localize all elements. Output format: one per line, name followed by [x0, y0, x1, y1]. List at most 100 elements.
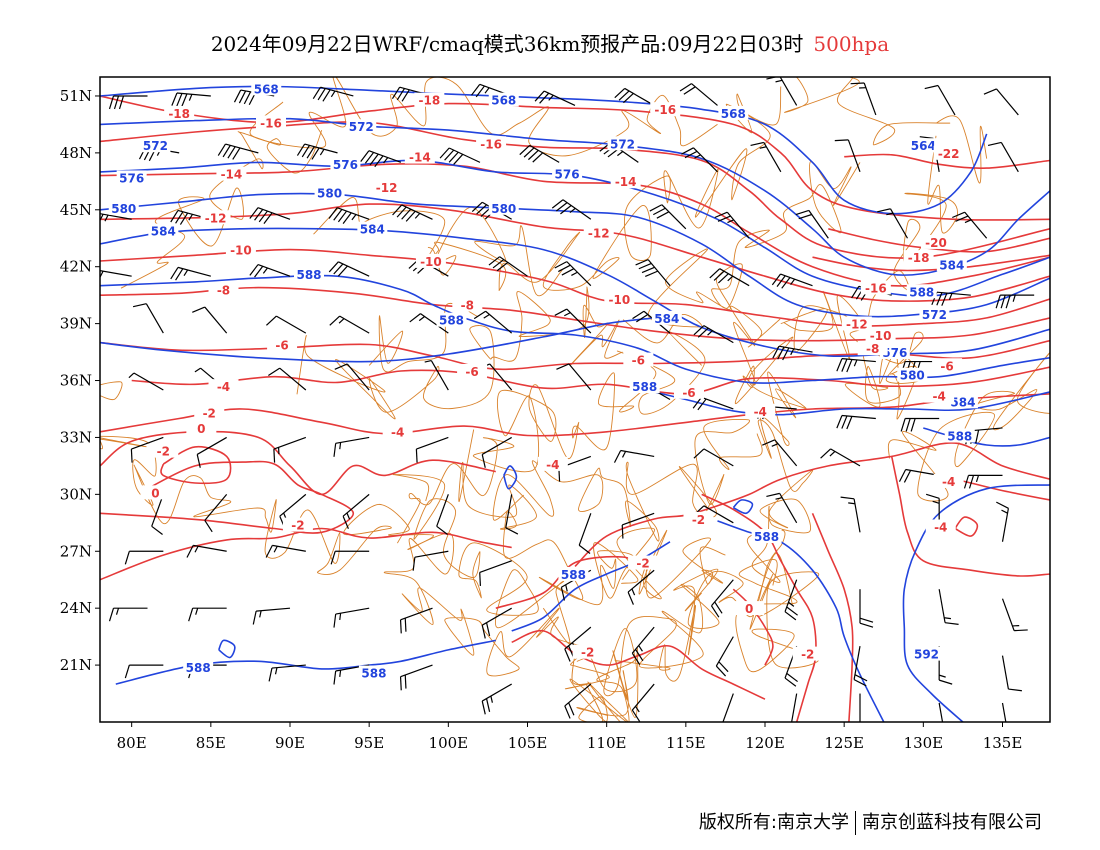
height-contour-label-bg: [906, 284, 937, 299]
height-contours: [100, 85, 1050, 722]
wind-barb: [392, 204, 433, 222]
temp-contour-label: 0: [197, 422, 205, 436]
wind-barb: [924, 84, 956, 116]
wind-barb: [266, 315, 307, 334]
temp-contour-label-bg: [404, 149, 435, 164]
temp-contour-line: [732, 588, 774, 666]
temp-contour-label-bg: [282, 517, 313, 532]
wind-barb: [329, 315, 370, 334]
height-contour-label-bg: [314, 185, 345, 200]
wind-barb: [898, 468, 940, 483]
temp-contour-label-bg: [200, 210, 231, 225]
wind-barb: [631, 626, 655, 665]
temp-contour-label: -2: [291, 519, 304, 533]
height-contour-label-bg: [897, 367, 928, 382]
wind-barb: [132, 303, 164, 334]
temp-contour-label: -10: [230, 244, 252, 258]
height-contour-label: 572: [143, 139, 168, 153]
wind-barb: [551, 199, 592, 220]
temp-contour-line: [100, 393, 1050, 437]
temp-contour-label: -2: [801, 648, 814, 662]
height-contour-label-bg: [936, 257, 967, 272]
wind-barb: [108, 607, 148, 622]
temp-contour-label-bg: [164, 105, 195, 120]
wind-barb: [836, 414, 876, 430]
wind-barb: [635, 259, 671, 287]
wind-barb: [715, 636, 734, 677]
wind-barb: [330, 550, 370, 565]
height-contour-label-bg: [148, 223, 179, 238]
temp-contour-label: -6: [275, 338, 288, 352]
temp-contour-label-bg: [148, 443, 179, 458]
temp-contour-label: -12: [846, 318, 868, 332]
temp-contour-label: -16: [865, 281, 887, 295]
wind-barb: [840, 496, 861, 533]
temp-contour-line: [100, 430, 496, 496]
height-contour-label: 572: [349, 120, 374, 134]
wind-barb: [963, 474, 1003, 489]
temp-contour-label-bg: [414, 92, 445, 107]
height-contour-label: 584: [939, 259, 964, 273]
lat-tick-label: 30N: [60, 485, 92, 503]
temp-contour-label-bg: [734, 601, 765, 616]
temp-contour-label: -18: [418, 94, 440, 108]
temp-contour-label-bg: [650, 102, 681, 117]
wind-barb: [312, 86, 354, 102]
height-contour-line: [732, 499, 754, 515]
wind-barb: [938, 589, 959, 625]
temp-contour-label-bg: [415, 253, 446, 268]
height-contour-label-bg: [357, 221, 388, 236]
height-contour-label-bg: [116, 170, 147, 185]
wind-barb: [473, 310, 513, 334]
temp-contour-label: -8: [217, 283, 230, 297]
height-contour-label-bg: [183, 659, 214, 674]
boundary-line: [427, 206, 563, 297]
wind-barb: [900, 417, 940, 432]
copyright-company: 南京创蓝科技有限公司: [862, 812, 1042, 833]
wind-barb: [360, 150, 402, 168]
temp-contour-line: [100, 248, 1050, 327]
temp-contour-label-bg: [933, 145, 964, 160]
temp-contour-label: -8: [866, 342, 879, 356]
temp-contour-label-bg: [860, 280, 891, 295]
wind-barb: [170, 266, 211, 281]
temp-contour-label: -4: [754, 405, 767, 419]
height-contour-label-bg: [346, 119, 377, 134]
wind-barb: [124, 550, 164, 565]
temp-contour-label: -22: [938, 147, 960, 161]
wind-barb: [409, 313, 449, 334]
wind-barb: [679, 83, 718, 106]
temp-contour-label: -2: [157, 445, 170, 459]
wind-barb: [108, 95, 148, 110]
height-contour-label: 588: [361, 667, 386, 681]
height-contour-label-bg: [629, 379, 660, 394]
temp-contour-line: [812, 254, 1050, 272]
wind-barb: [714, 211, 750, 239]
height-contour-label: 568: [254, 82, 279, 96]
wind-barb: [412, 550, 449, 571]
chart-title: 2024年09月22日WRF/cmaq模式36km预报产品:09月22日03时 5…: [0, 28, 1100, 57]
wind-barb: [268, 664, 306, 682]
wind-barb: [772, 345, 813, 361]
temp-contour-label: -14: [409, 151, 431, 165]
height-contour-label-bg: [607, 136, 638, 151]
wind-barb: [171, 92, 211, 107]
temp-contour-label-bg: [267, 337, 298, 352]
wind-barb: [621, 512, 655, 539]
wind-barb: [614, 87, 655, 106]
height-contour-label: 564: [911, 139, 936, 153]
lon-tick-label: 95E: [354, 734, 384, 752]
height-contour-label-bg: [294, 267, 324, 282]
height-contour-label: 588: [296, 268, 321, 282]
wind-barb: [850, 82, 877, 116]
temp-contour-line: [890, 456, 1050, 577]
temp-contour-label-bg: [583, 225, 614, 240]
lon-tick-label: 130E: [904, 734, 944, 752]
boundary-line: [784, 77, 988, 184]
boundary-line: [622, 161, 861, 344]
wind-barb: [488, 256, 528, 277]
temp-contour-line: [574, 442, 1050, 567]
wind-barb: [766, 492, 798, 524]
wind-barb: [186, 544, 227, 558]
temp-contour-label: -16: [654, 103, 676, 117]
